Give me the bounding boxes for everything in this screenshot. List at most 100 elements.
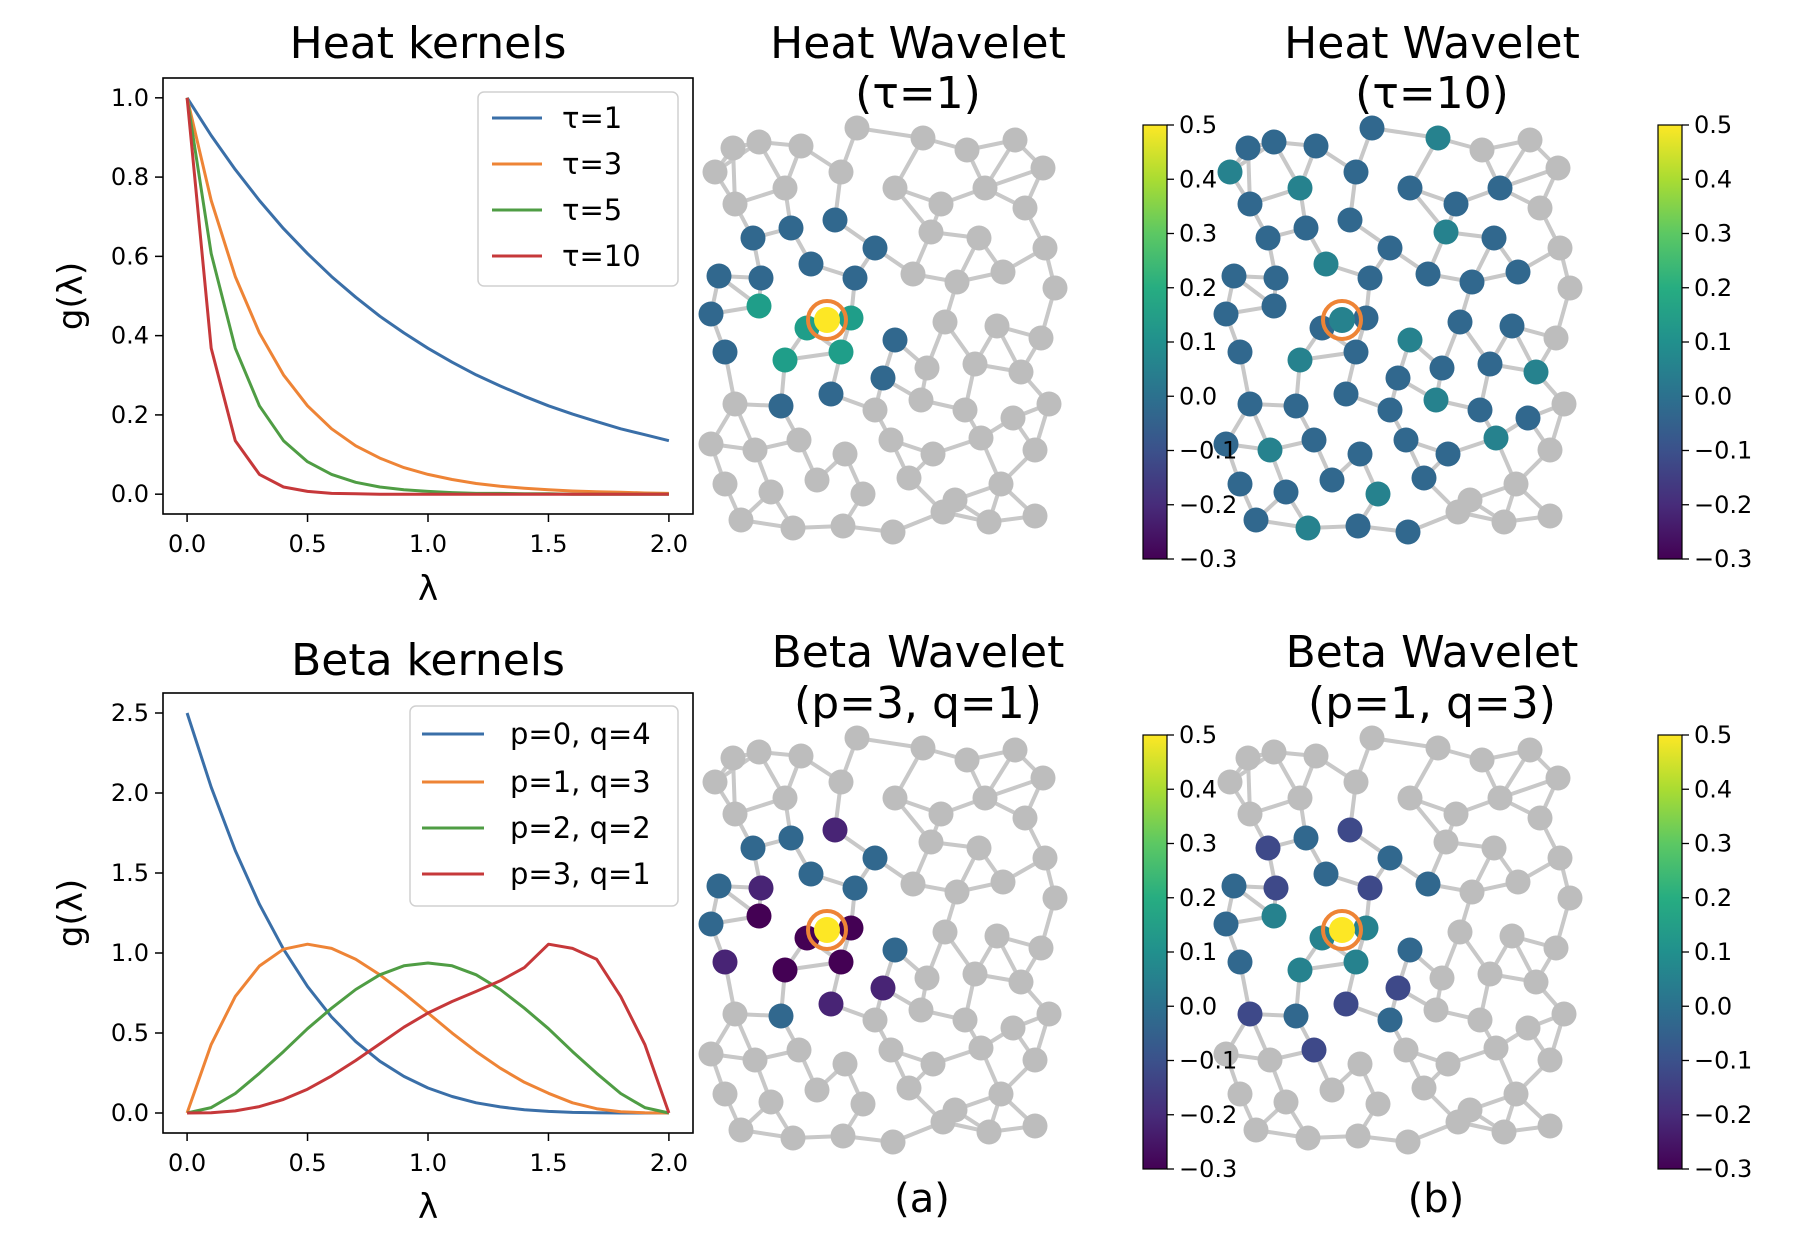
- graph-node: [1255, 835, 1281, 861]
- colorbar-tick-label: 0.1: [1179, 328, 1217, 356]
- graph-node: [1481, 835, 1507, 861]
- legend-box: [477, 91, 679, 287]
- graph-node: [1022, 1113, 1048, 1139]
- graph-node: [832, 1051, 858, 1077]
- graph-node: [1527, 195, 1553, 221]
- graph-node: [1423, 387, 1449, 413]
- graph-node: [1319, 1077, 1345, 1103]
- graph-node: [1237, 1001, 1263, 1027]
- colorbar-tick-label: 0.3: [1694, 220, 1732, 248]
- graph-node: [1263, 265, 1289, 291]
- graph-node: [1467, 397, 1493, 423]
- graph-node: [920, 1051, 946, 1077]
- y-tick-label: 0.0: [111, 480, 149, 508]
- panel-title-line2: (τ=1): [855, 68, 981, 119]
- colorbar-tick-label: −0.2: [1694, 491, 1752, 519]
- x-ticks: 0.0 0.5 1.0 1.5 2.0: [168, 1133, 688, 1177]
- graph-node: [1301, 427, 1327, 453]
- graph-node: [862, 845, 888, 871]
- graph-node: [1377, 235, 1403, 261]
- graph-node: [748, 875, 774, 901]
- beta-kernels-chart: Beta kernels 0.0 0.5 1.0 1.5 2.0 2.5 0.0 0.5 1.…: [51, 635, 694, 1227]
- y-tick-label: 1.5: [111, 859, 149, 887]
- graph-node: [1257, 437, 1283, 463]
- graph-node: [740, 835, 766, 861]
- legend: τ=1 τ=3 τ=5 τ=10: [477, 91, 679, 287]
- graph-node: [1357, 265, 1383, 291]
- graph-node: [698, 1041, 724, 1067]
- graph-node: [1477, 351, 1503, 377]
- graph-node: [870, 975, 896, 1001]
- graph-node: [1313, 251, 1339, 277]
- graph-node: [1415, 871, 1441, 897]
- colorbar-tick-label: 0.5: [1694, 111, 1732, 139]
- graph-node: [702, 159, 728, 185]
- graph-node: [1333, 991, 1359, 1017]
- series-line-green: [186, 961, 670, 1115]
- graph-node: [1008, 359, 1034, 385]
- legend-label: τ=5: [562, 193, 622, 227]
- graph-node: [1022, 437, 1048, 463]
- graph-node: [1213, 1041, 1239, 1067]
- graph-node: [1213, 431, 1239, 457]
- graph-node: [944, 269, 970, 295]
- graph-node: [976, 509, 1002, 535]
- graph-node: [972, 785, 998, 811]
- graph-node: [1237, 801, 1263, 827]
- graph-node: [988, 1081, 1014, 1107]
- graph-node: [1261, 739, 1287, 765]
- graph-node: [1443, 191, 1469, 217]
- graph-node: [1551, 391, 1577, 417]
- center-node: [814, 307, 840, 333]
- graph-node: [1503, 1081, 1529, 1107]
- graph-node: [1227, 949, 1253, 975]
- graph-node: [1459, 879, 1485, 905]
- graph-node: [882, 785, 908, 811]
- graph-node: [1012, 195, 1038, 221]
- graph-node: [772, 957, 798, 983]
- graph-node: [896, 465, 922, 491]
- graph-node: [966, 225, 992, 251]
- graph-node: [928, 801, 954, 827]
- legend-label: τ=1: [562, 101, 622, 135]
- graph-node: [768, 1003, 794, 1029]
- graph-node: [1008, 969, 1034, 995]
- graph-node: [1469, 137, 1495, 163]
- graph-node: [1261, 293, 1287, 319]
- graph-node: [1547, 235, 1573, 261]
- colorbars: 0.5 0.4 0.3 0.2 0.1 0.0 −0.1 −0.2 −0.3 0.5 0.4 0.3 0…: [1142, 111, 1752, 1183]
- graph-node: [1411, 465, 1437, 491]
- x-tick-label: 1.0: [409, 1149, 447, 1177]
- graph-node: [1002, 737, 1028, 763]
- center-node-ring: [1321, 909, 1363, 951]
- graph-node: [1537, 1047, 1563, 1073]
- graph-node: [698, 301, 724, 327]
- chart-title: Heat kernels: [290, 18, 567, 69]
- graph-node: [896, 1075, 922, 1101]
- graph-node: [722, 1001, 748, 1027]
- graph-node: [908, 387, 934, 413]
- graph-node: [1036, 391, 1062, 417]
- graph-node: [910, 125, 936, 151]
- graph-node: [722, 801, 748, 827]
- graph-node: [1255, 225, 1281, 251]
- beta-wavelet-p3q1-panel: Beta Wavelet (p=3, q=1): [698, 627, 1068, 1155]
- colorbar-gradient: [1142, 124, 1168, 560]
- graph-node: [1333, 381, 1359, 407]
- graph-node: [746, 903, 772, 929]
- y-tick-label: 1.0: [111, 939, 149, 967]
- center-node-ring: [1321, 299, 1363, 341]
- graph-node: [698, 431, 724, 457]
- graph-node: [742, 437, 768, 463]
- colorbar-tick-label: −0.3: [1179, 545, 1237, 573]
- graph-node: [1283, 393, 1309, 419]
- graph-node: [1537, 503, 1563, 529]
- x-tick-label: 1.5: [529, 1149, 567, 1177]
- y-tick-label: 2.5: [111, 699, 149, 727]
- y-ticks: 0.0 0.2 0.4 0.6 0.8 1.0: [111, 84, 163, 508]
- graph-node: [798, 861, 824, 887]
- graph-node: [1505, 259, 1531, 285]
- graph-node: [1237, 391, 1263, 417]
- graph-node: [768, 393, 794, 419]
- colorbar-tick-label: −0.3: [1694, 1155, 1752, 1183]
